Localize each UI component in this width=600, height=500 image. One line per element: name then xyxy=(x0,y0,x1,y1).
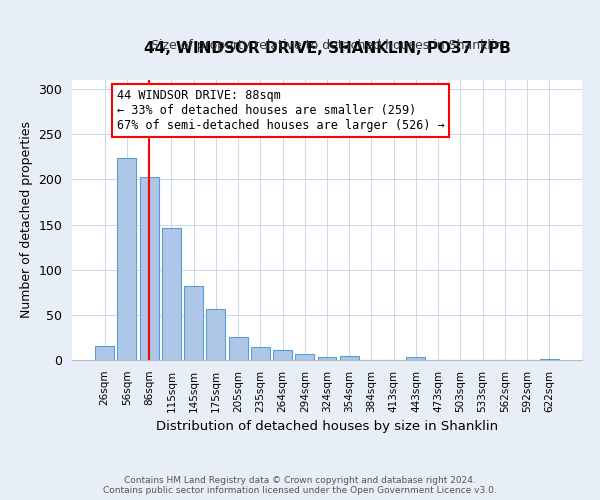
Bar xyxy=(229,336,248,360)
Bar xyxy=(251,348,270,360)
Bar xyxy=(95,346,114,360)
Bar xyxy=(340,356,359,360)
Text: Contains HM Land Registry data © Crown copyright and database right 2024.: Contains HM Land Registry data © Crown c… xyxy=(124,476,476,485)
Bar xyxy=(184,286,203,360)
Text: Contains public sector information licensed under the Open Government Licence v3: Contains public sector information licen… xyxy=(103,486,497,495)
Bar xyxy=(140,176,158,360)
Bar xyxy=(406,358,425,360)
X-axis label: Distribution of detached houses by size in Shanklin: Distribution of detached houses by size … xyxy=(156,420,498,433)
Bar xyxy=(118,158,136,360)
Text: 44 WINDSOR DRIVE: 88sqm
← 33% of detached houses are smaller (259)
67% of semi-d: 44 WINDSOR DRIVE: 88sqm ← 33% of detache… xyxy=(117,89,445,132)
Text: 44, WINDSOR DRIVE, SHANKLIN, PO37 7PB: 44, WINDSOR DRIVE, SHANKLIN, PO37 7PB xyxy=(143,41,511,56)
Bar xyxy=(273,350,292,360)
Bar xyxy=(295,354,314,360)
Bar xyxy=(317,358,337,360)
Y-axis label: Number of detached properties: Number of detached properties xyxy=(20,122,33,318)
Bar xyxy=(162,228,181,360)
Title: Size of property relative to detached houses in Shanklin: Size of property relative to detached ho… xyxy=(151,40,503,52)
Bar xyxy=(206,308,225,360)
Bar xyxy=(540,359,559,360)
